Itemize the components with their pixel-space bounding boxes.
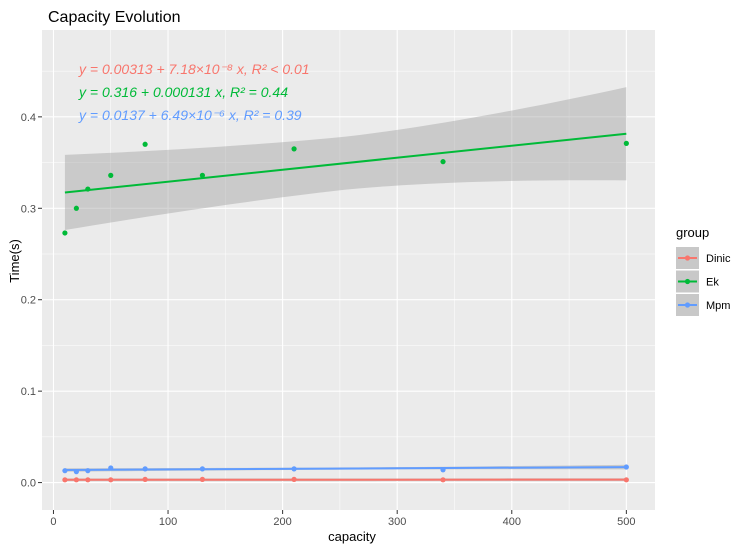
equation-ek: y = 0.316 + 0.000131 x, R² = 0.44 xyxy=(78,84,288,100)
x-tick-label: 200 xyxy=(273,516,291,528)
legend-point-ek xyxy=(684,278,691,285)
x-tick-label: 500 xyxy=(617,516,635,528)
point-dinic xyxy=(291,476,297,482)
y-axis-ticks: 0.0 0.1 0.2 0.3 0.4 xyxy=(21,112,42,490)
panel-background xyxy=(42,30,655,510)
y-axis-label: Time(s) xyxy=(7,239,22,283)
equation-dinic: y = 0.00313 + 7.18×10⁻⁸ x, R² < 0.01 xyxy=(78,61,310,77)
point-ek xyxy=(142,141,148,147)
point-dinic xyxy=(199,476,206,482)
y-tick-label: 0.1 xyxy=(21,386,36,398)
x-tick-label: 0 xyxy=(50,516,56,528)
x-axis-label: capacity xyxy=(328,529,376,544)
point-ek xyxy=(108,172,114,178)
equation-mpm: y = 0.0137 + 6.49×10⁻⁶ x, R² = 0.39 xyxy=(78,107,302,123)
point-mpm xyxy=(440,467,446,473)
legend-title: group xyxy=(676,225,709,240)
point-ek xyxy=(440,159,446,165)
legend-label-ek: Ek xyxy=(706,277,719,289)
fit-line-ek xyxy=(64,132,627,194)
point-dinic xyxy=(142,476,148,482)
y-tick-label: 0.0 xyxy=(21,478,36,490)
point-ek xyxy=(291,146,297,152)
point-mpm xyxy=(108,465,114,471)
point-ek xyxy=(85,186,91,192)
point-dinic xyxy=(73,477,79,483)
point-mpm xyxy=(623,464,629,470)
chart-title: Capacity Evolution xyxy=(48,9,181,26)
data-points xyxy=(62,140,629,483)
point-dinic xyxy=(108,477,114,483)
point-mpm xyxy=(291,466,297,472)
y-tick-label: 0.3 xyxy=(21,203,36,215)
fit-line-mpm xyxy=(64,466,627,471)
confidence-band-ek xyxy=(64,87,627,231)
y-tick-label: 0.4 xyxy=(21,112,36,124)
legend-point-mpm xyxy=(684,302,691,308)
plot-panel xyxy=(42,30,655,510)
point-mpm xyxy=(85,468,91,474)
point-ek xyxy=(62,230,68,236)
fit-lines xyxy=(64,132,627,481)
point-dinic xyxy=(440,477,446,483)
point-ek xyxy=(623,140,629,146)
x-tick-label: 100 xyxy=(159,516,177,528)
point-dinic xyxy=(62,477,68,483)
point-mpm xyxy=(62,468,68,474)
point-mpm xyxy=(199,466,206,472)
point-ek xyxy=(199,172,206,178)
legend-point-dinic xyxy=(684,255,691,261)
legend: group Dinic Ek Mpm xyxy=(676,225,731,316)
point-mpm xyxy=(73,469,79,475)
y-tick-label: 0.2 xyxy=(21,295,36,307)
legend-label-mpm: Mpm xyxy=(706,300,730,312)
x-tick-label: 300 xyxy=(388,516,406,528)
point-ek xyxy=(73,205,79,211)
legend-label-dinic: Dinic xyxy=(706,253,731,265)
x-tick-label: 400 xyxy=(503,516,521,528)
x-axis-ticks: 0 100 200 300 400 500 xyxy=(50,510,636,528)
fit-equations: y = 0.00313 + 7.18×10⁻⁸ x, R² < 0.01 y = … xyxy=(78,61,310,123)
point-mpm xyxy=(142,466,148,472)
point-dinic xyxy=(623,477,629,483)
point-dinic xyxy=(85,477,91,483)
